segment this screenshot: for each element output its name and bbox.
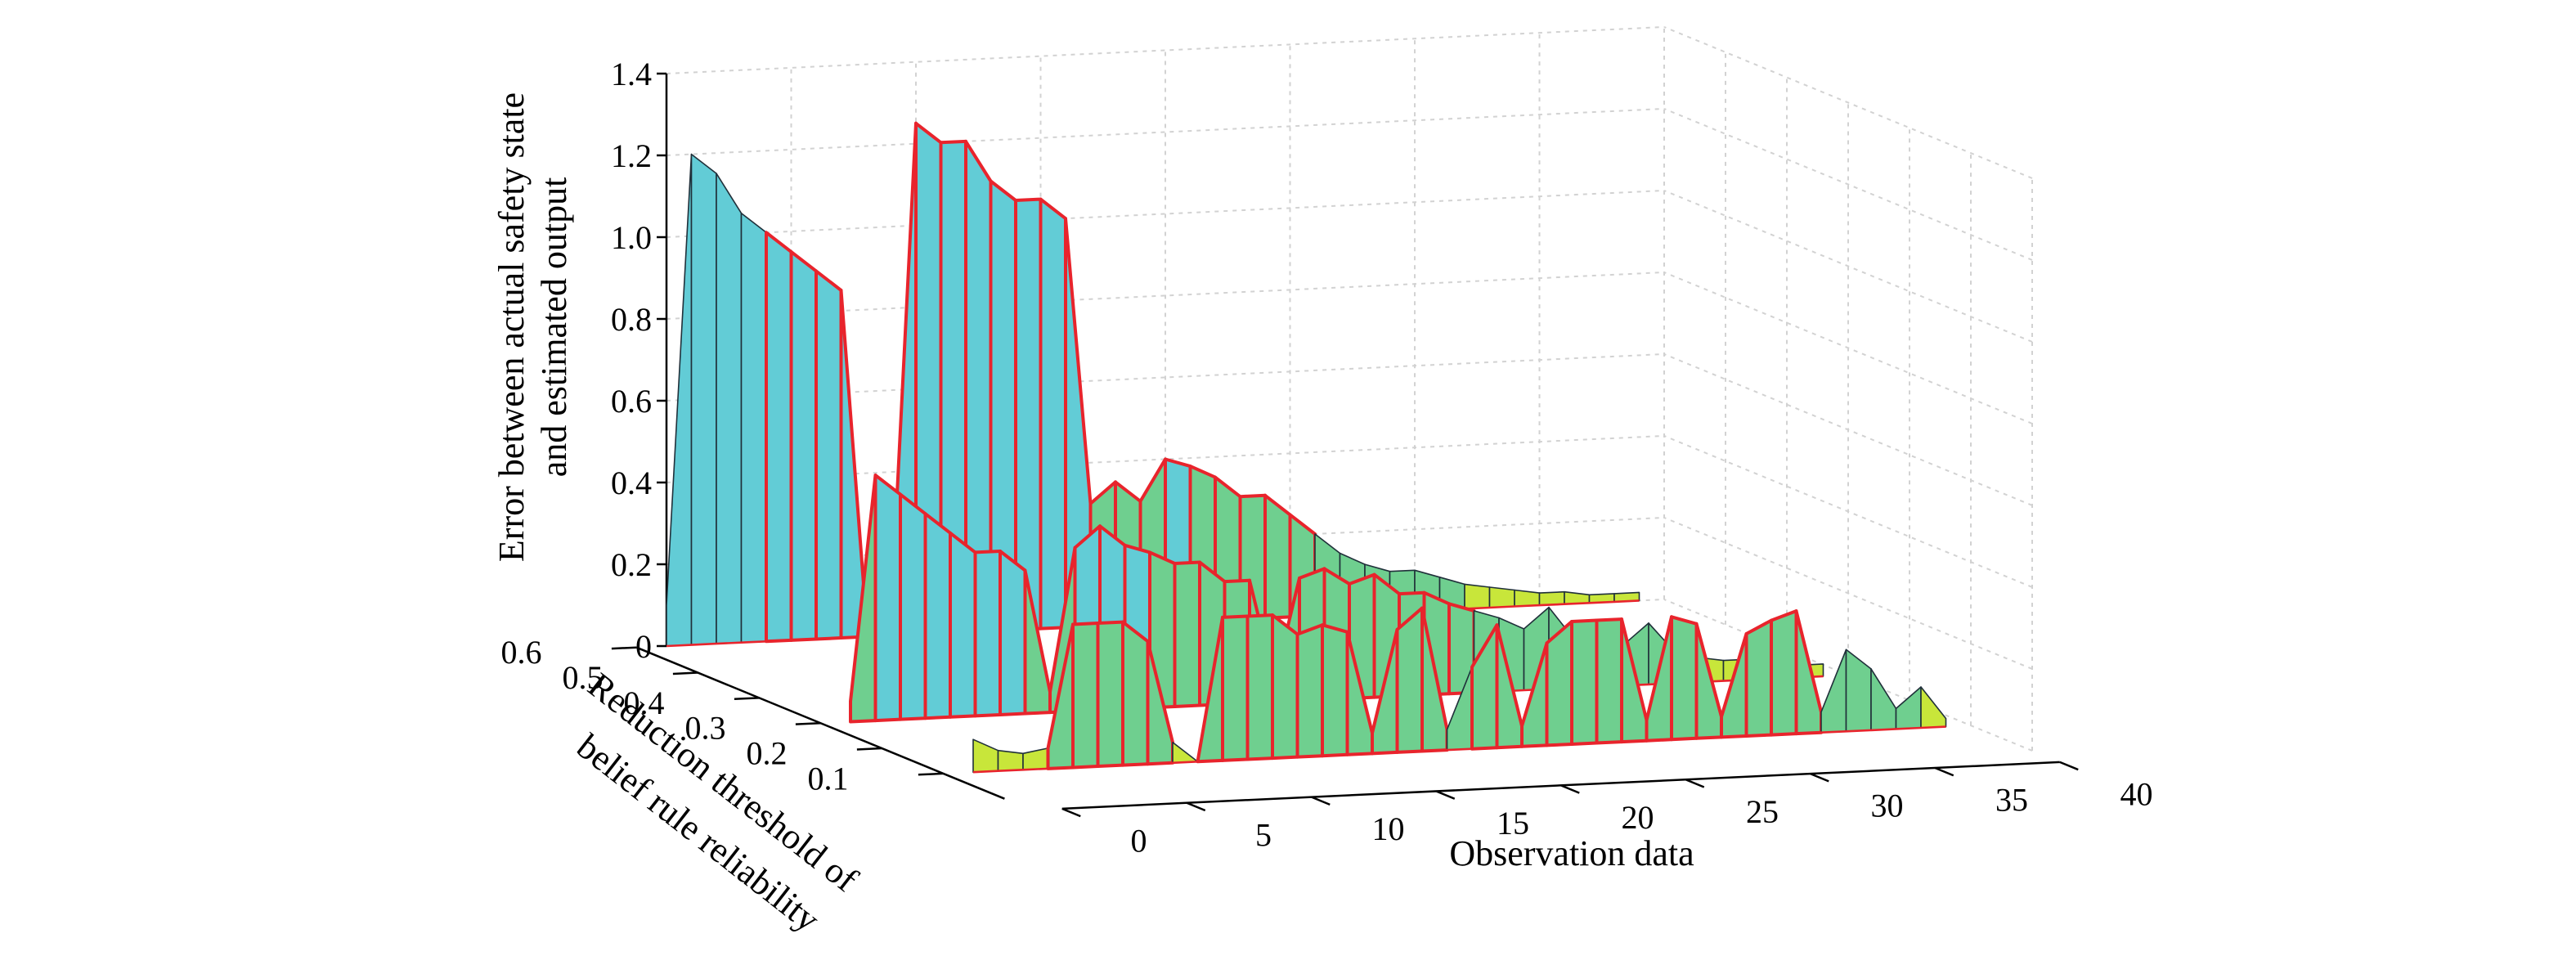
y-tick-label: 0.1 (808, 760, 849, 797)
surface-series (666, 121, 1640, 648)
surface-panel (1595, 617, 1623, 745)
surface-panel (1870, 668, 1897, 731)
z-tick-label: 0.2 (611, 546, 652, 583)
surface-panel (1570, 618, 1599, 746)
surface-panel (1295, 623, 1324, 759)
surface-panel (1820, 649, 1847, 734)
surface-panel (765, 231, 793, 644)
surface-panel (972, 738, 999, 774)
z-tick-label: 0.8 (611, 301, 652, 338)
surface-panel (716, 173, 743, 644)
surface-panel (1263, 493, 1292, 620)
grid-line (1663, 108, 2033, 261)
surface-panel (973, 550, 1002, 718)
surface-panel (1172, 741, 1199, 764)
surface-panel (690, 153, 717, 646)
surface-panel (789, 249, 818, 642)
y-tick-label: 0.4 (624, 684, 665, 721)
surface-baseline (972, 725, 1946, 774)
surface-panel (1488, 586, 1515, 608)
z-tick-label: 1.2 (611, 137, 652, 174)
surface-panel (1845, 649, 1872, 733)
z-tick-label: 1.0 (611, 219, 652, 256)
x-tick-mark (1685, 779, 1705, 788)
x-tick-label: 35 (1995, 782, 2028, 819)
x-tick-label: 25 (1746, 793, 1779, 830)
x-tick-mark (1560, 784, 1580, 794)
surface-panel (1395, 606, 1424, 754)
x-tick-label: 5 (1255, 816, 1272, 853)
z-tick-label: 0.4 (611, 465, 652, 501)
surface-panel (997, 749, 1024, 772)
surface-panel (740, 212, 767, 644)
z-axis-label-line2: and estimated output (534, 177, 574, 478)
grid-lines (665, 26, 2033, 752)
surface-panel (1121, 620, 1150, 767)
x-tick-label: 15 (1497, 805, 1529, 842)
x-tick-mark (2059, 761, 2079, 771)
x-tick-mark (1061, 807, 1081, 818)
surface-panel (1173, 560, 1201, 708)
y-tick-label: 0.3 (685, 710, 726, 747)
x-axis-label: Observation data (1449, 833, 1694, 873)
y-tick-mark (795, 721, 821, 725)
surface-panel (1744, 618, 1773, 738)
axes: 0 5 10 15 20 25 30 35 40 0.6 0.5 0.4 0.3 0.2 0.1 0 0.2 0.… (501, 56, 2153, 859)
y-tick-label: 0.6 (501, 634, 542, 671)
surface-panel (1895, 686, 1922, 730)
x-tick-mark (1934, 766, 1954, 777)
surface-panel (1071, 622, 1100, 770)
surface-panel (1221, 614, 1250, 762)
surface-panel (899, 492, 927, 721)
x-tick-mark (1311, 796, 1331, 806)
z-tick-label: 0 (635, 628, 652, 665)
z-tick-label: 0.6 (611, 383, 652, 420)
y-tick-label: 0.2 (747, 734, 788, 771)
surface-plot (666, 121, 1947, 774)
x-tick-mark (1186, 801, 1206, 812)
surface-series (972, 606, 1947, 774)
grid-line (1663, 190, 2033, 343)
surface-panel (1464, 583, 1491, 610)
surface-panel (1720, 632, 1748, 739)
x-tick-mark (1435, 790, 1456, 800)
z-tick-label: 1.4 (611, 56, 652, 92)
y-tick-mark (611, 646, 637, 650)
y-tick-label: 0.5 (563, 659, 604, 696)
grid-line (1663, 26, 2033, 179)
surface-panel (815, 269, 843, 641)
surface-panel (873, 474, 902, 723)
surface-panel (999, 550, 1027, 716)
surface-panel (1022, 747, 1049, 771)
x-tick-label: 40 (2120, 775, 2153, 812)
surface-panel (923, 512, 952, 720)
surface-panel (1670, 615, 1699, 742)
surface-panel (1321, 623, 1349, 758)
x-tick-label: 20 (1622, 799, 1654, 836)
surface-panel (1920, 686, 1947, 729)
x-tick-label: 30 (1871, 788, 1904, 824)
surface-panel (1514, 589, 1541, 608)
grid-line (1663, 353, 2033, 506)
surface-panel (1545, 620, 1573, 747)
grid-line (1663, 272, 2033, 424)
surface-panel (1770, 609, 1798, 737)
surface-panel (1096, 620, 1124, 768)
y-tick-mark (856, 747, 882, 751)
x-tick-label: 0 (1131, 822, 1147, 859)
grid-line (1663, 435, 2033, 588)
surface-panel (949, 531, 977, 719)
z-axis-label-line1: Error between actual safety state (491, 92, 532, 562)
grid-line (666, 26, 1665, 74)
surface-panel (1039, 197, 1067, 631)
surface-panel (1245, 613, 1274, 761)
surface-panel (1271, 613, 1299, 761)
x-tick-label: 10 (1372, 810, 1405, 847)
y-tick-mark (672, 671, 698, 675)
grid-line (1663, 517, 2033, 670)
x-tick-mark (1810, 772, 1829, 783)
